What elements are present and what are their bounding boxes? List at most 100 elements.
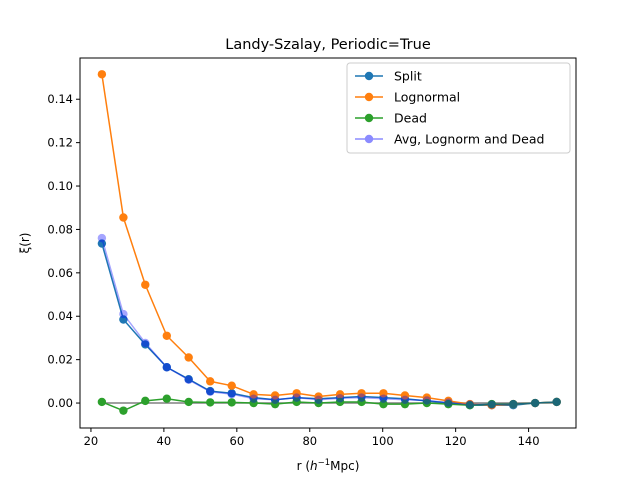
legend-item-avg-lognorm-and-dead [355,134,383,144]
data-point-dead [400,399,410,409]
data-point-avg-lognorm-and-dead [227,389,236,399]
data-point-lognormal [400,391,410,400]
y-axis-label: ξ(r) [18,233,32,254]
x-tick-label: 20 [84,434,99,448]
data-point-avg-lognorm-and-dead [270,395,280,404]
data-point-dead [162,394,171,403]
legend-label: Dead [394,111,427,126]
x-tick-label: 140 [518,434,540,448]
data-point-avg-lognorm-and-dead [184,375,193,385]
y-tick-label: 0.00 [47,396,73,410]
data-point-avg-lognorm-and-dead [379,394,388,403]
y-tick-label: 0.04 [47,309,73,323]
data-point-avg-lognorm-and-dead [119,309,128,319]
data-point-lognormal [184,353,193,362]
axes-frame [79,57,577,429]
data-point-avg-lognorm-and-dead [465,400,475,409]
legend-marker [364,134,374,144]
data-point-lognormal [206,377,215,386]
data-point-split [141,340,150,349]
data-point-lognormal [357,389,366,398]
series-split [97,239,561,410]
data-point-dead [97,397,107,407]
data-point-split [119,315,128,324]
data-point-lognormal [335,390,345,399]
legend: Split Lognormal Dead Avg, Lognorm and Dead [346,62,571,154]
y-tick-label: 0.06 [47,266,73,280]
data-point-dead [292,397,301,407]
x-tick-label: 80 [302,434,317,448]
data-point-dead [141,396,150,406]
y-tick-label: 0.10 [47,179,73,193]
data-point-split [97,239,107,248]
data-point-lognormal [97,70,107,79]
data-point-dead [422,398,432,408]
data-point-avg-lognorm-and-dead [314,395,323,404]
x-tick-label: 40 [157,434,172,448]
legend-item-dead [355,113,383,123]
data-point-split [227,389,236,398]
data-point-dead [509,399,518,409]
data-point-lognormal [119,213,128,222]
data-point-lognormal [141,280,150,289]
data-point-lognormal [227,381,236,390]
y-tick-label: 0.08 [47,222,73,236]
y-tick-label: 0.02 [47,353,73,367]
data-point-lognormal [379,389,388,398]
data-point-avg-lognorm-and-dead [249,394,258,403]
legend-label: Split [394,69,422,84]
data-point-split [184,374,193,384]
data-point-dead [379,399,388,409]
data-point-avg-lognorm-and-dead [400,395,410,404]
data-point-dead [530,398,540,408]
data-point-avg-lognorm-and-dead [530,398,540,408]
legend-item-split [355,71,383,81]
data-point-avg-lognorm-and-dead [357,393,366,402]
x-tick-label: 120 [445,434,467,448]
data-point-avg-lognorm-and-dead [422,396,432,405]
data-point-lognormal [249,390,258,399]
data-point-dead [184,397,193,407]
legend-box [346,62,571,154]
data-point-dead [487,399,496,409]
x-tick-label: 60 [230,434,245,448]
legend-label: Lognormal [394,90,460,105]
legend-label: Avg, Lognorm and Dead [394,132,544,147]
data-point-dead [227,398,236,407]
data-point-split [206,386,215,396]
data-point-avg-lognorm-and-dead [162,363,171,372]
data-point-avg-lognorm-and-dead [444,398,453,407]
data-point-lognormal [292,389,301,398]
data-point-avg-lognorm-and-dead [552,397,561,407]
data-point-dead [335,397,345,407]
series-line-split [101,243,557,406]
x-axis: 20 40 60 80 100 120 140 [84,428,540,448]
data-point-avg-lognorm-and-dead [206,387,215,396]
data-point-lognormal [162,331,171,340]
data-point-avg-lognorm-and-dead [487,400,496,409]
data-point-dead [444,399,453,409]
data-point-avg-lognorm-and-dead [97,233,107,243]
data-point-dead [314,398,323,408]
data-point-dead [465,401,475,410]
series-dead [97,394,561,415]
legend-marker [364,113,374,123]
data-point-dead [119,406,128,415]
plot-area [97,70,561,415]
data-point-avg-lognorm-and-dead [292,393,301,402]
series-line-avg-lognorm-and-dead [101,237,557,406]
data-point-avg-lognorm-and-dead [141,338,150,348]
data-point-dead [206,398,215,407]
data-point-lognormal [314,392,323,401]
x-axis-label: r (h−1Mpc) [297,458,360,473]
series-avg-lognorm-and-dead [97,233,561,409]
data-point-lognormal [270,391,280,400]
data-point-dead [552,397,561,407]
data-point-dead [249,398,258,408]
data-point-dead [270,399,280,409]
y-axis: 0.00 0.02 0.04 0.06 0.08 0.10 0.12 0.14 [47,92,80,410]
legend-marker [364,71,374,81]
chart-title: Landy-Szalay, Periodic=True [225,37,431,53]
data-point-avg-lognorm-and-dead [509,399,518,409]
